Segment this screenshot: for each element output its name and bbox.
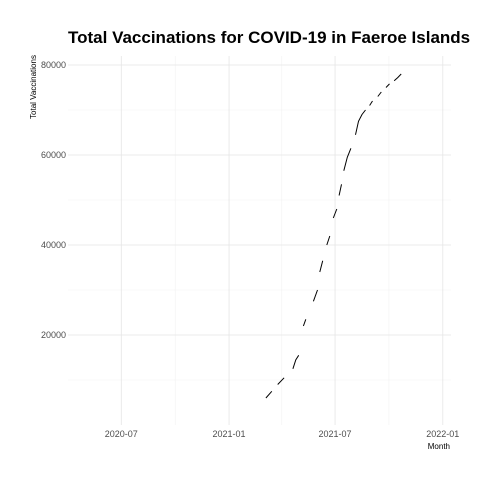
x-tick-label: 2022-01 xyxy=(426,429,459,439)
series-line-segment xyxy=(266,391,272,398)
series-line-segment xyxy=(378,92,382,97)
series-line-segment xyxy=(327,236,330,245)
series-line-segment xyxy=(303,319,305,326)
y-axis-ticks: 20000 40000 60000 80000 xyxy=(41,60,66,340)
series-line-segment xyxy=(370,101,373,106)
x-tick-label: 2021-01 xyxy=(213,429,246,439)
y-tick-label: 20000 xyxy=(41,330,66,340)
y-tick-label: 40000 xyxy=(41,240,66,250)
series-line-segment xyxy=(278,378,284,385)
plot-grid xyxy=(68,56,451,425)
x-axis-ticks: 2020-07 2021-01 2021-07 2022-01 xyxy=(105,429,460,439)
x-axis-title: Month xyxy=(428,442,450,451)
y-tick-label: 60000 xyxy=(41,150,66,160)
series-line-segment xyxy=(293,355,299,369)
series-line-segment xyxy=(320,261,323,272)
x-tick-label: 2021-07 xyxy=(319,429,352,439)
x-tick-label: 2020-07 xyxy=(105,429,138,439)
series-line-segment xyxy=(394,74,401,81)
series-line-segment xyxy=(339,184,341,195)
series-line-segment xyxy=(356,110,366,135)
data-series xyxy=(266,74,401,398)
series-line-segment xyxy=(344,148,351,171)
series-line-segment xyxy=(313,290,317,301)
y-axis-title: Total Vaccinations xyxy=(29,55,38,119)
y-tick-label: 80000 xyxy=(41,60,66,70)
chart-title: Total Vaccinations for COVID-19 in Faero… xyxy=(68,28,470,47)
